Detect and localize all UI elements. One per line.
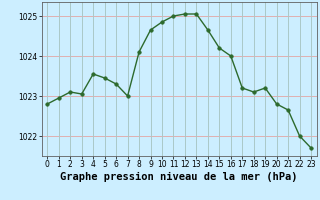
X-axis label: Graphe pression niveau de la mer (hPa): Graphe pression niveau de la mer (hPa) [60, 172, 298, 182]
